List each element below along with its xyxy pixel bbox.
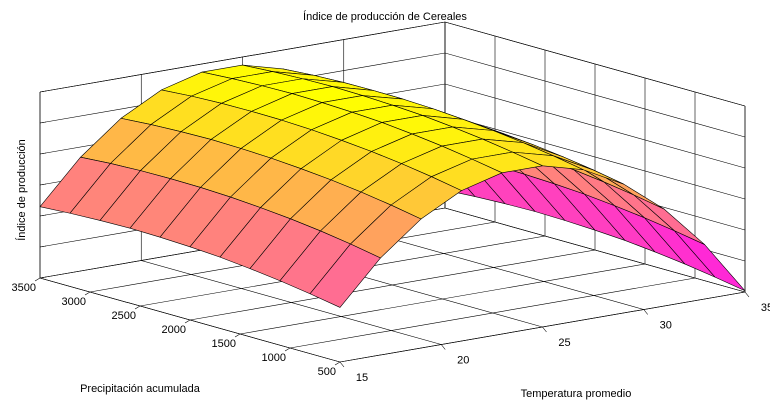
y-tick-label: 3000 (62, 296, 86, 308)
y-tick-label: 2500 (112, 310, 136, 322)
x-tick (339, 361, 345, 368)
y-tick (334, 361, 341, 366)
grid-line (39, 207, 746, 293)
x-tick-label: 35 (761, 302, 770, 314)
grid-line (39, 21, 746, 107)
x-tick (441, 344, 446, 350)
y-tick-label: 2000 (162, 324, 186, 336)
surface-patch (309, 243, 381, 308)
y-tick-label: 3500 (12, 282, 36, 294)
y-tick (34, 277, 41, 282)
z-tick (39, 121, 47, 124)
y-axis-label: Precipitación acumulada (80, 383, 201, 395)
x-tick-label: 15 (356, 372, 368, 384)
y-tick (184, 319, 191, 324)
x-tick-label: 30 (660, 319, 672, 331)
y-tick-label: 1500 (212, 338, 236, 350)
chart-title: Índice de producción de Cereales (303, 10, 467, 23)
z-axis-label: Índice de producción (15, 139, 28, 241)
z-tick (39, 245, 47, 248)
x-tick-label: 25 (558, 337, 570, 349)
z-tick (39, 276, 47, 279)
y-tick (284, 347, 291, 352)
z-tick (39, 214, 47, 217)
y-tick-label: 500 (318, 366, 336, 378)
z-tick (39, 90, 47, 93)
x-tick (542, 326, 547, 333)
y-tick (134, 305, 141, 310)
box-edge (39, 21, 746, 107)
x-tick-label: 20 (457, 354, 469, 366)
x-axis-label: Temperatura promedio (521, 388, 632, 400)
y-tick (234, 333, 241, 338)
y-tick-label: 1000 (262, 352, 286, 364)
z-tick (39, 152, 47, 155)
x-tick (643, 309, 648, 315)
x-tick (744, 291, 750, 298)
y-tick (84, 291, 91, 296)
z-tick (39, 183, 47, 186)
